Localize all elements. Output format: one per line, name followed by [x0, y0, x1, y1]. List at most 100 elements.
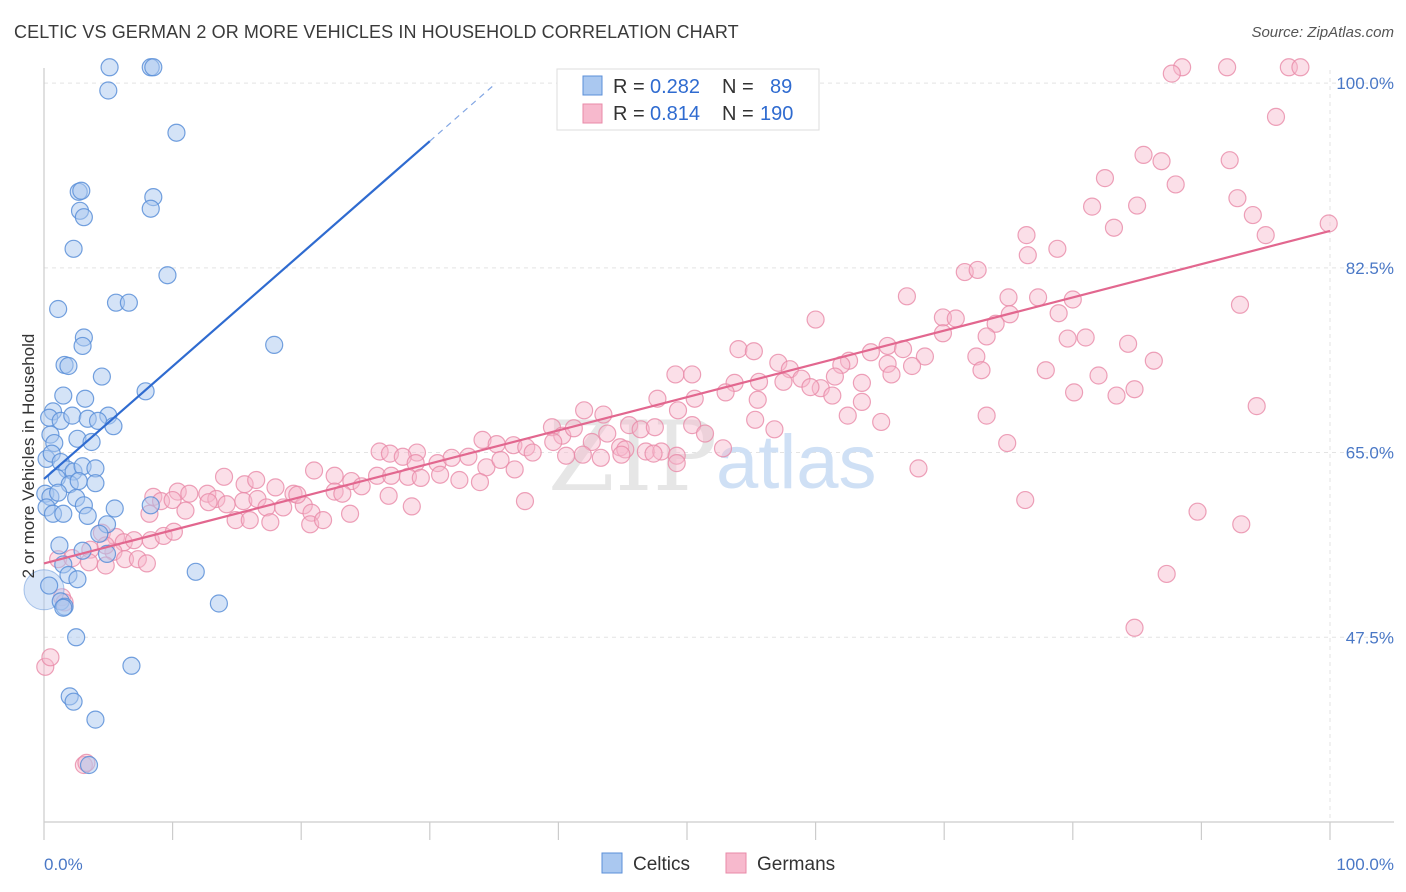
germans-point [340, 504, 360, 523]
germans-point [234, 492, 253, 511]
bottom-legend: Celtics Germans [601, 852, 835, 875]
germans-point [872, 412, 891, 432]
germans-point [998, 433, 1017, 453]
germans-point [909, 459, 928, 478]
germans-point [1107, 386, 1126, 405]
celtics-point [105, 499, 124, 518]
germans-point [379, 486, 398, 505]
celtics-point [68, 570, 87, 589]
germans-point [620, 416, 639, 435]
germans-point [325, 466, 344, 485]
germans-point [1256, 226, 1275, 245]
legend-germans-r-label: R = [613, 103, 645, 125]
celtics-point [86, 474, 105, 493]
celtics-point [64, 239, 83, 258]
germans-point [1319, 214, 1338, 233]
germans-point [645, 418, 664, 437]
germans-point [1049, 304, 1068, 323]
germans-point [823, 386, 842, 405]
germans-point [977, 406, 996, 425]
germans-point [214, 467, 234, 486]
celtics-point [49, 299, 68, 319]
germans-point [968, 260, 987, 280]
germans-point [667, 454, 686, 473]
celtics-point [72, 181, 91, 200]
germans-point [180, 484, 199, 503]
celtics-point [63, 406, 82, 425]
y-tick-labels: 47.5% 65.0% 82.5% 100.0% [1336, 74, 1394, 647]
germans-point [515, 492, 535, 511]
germans-point [631, 420, 650, 439]
germans-point [402, 497, 421, 516]
celtics-point [158, 266, 177, 285]
germans-point [668, 401, 688, 420]
germans-point [1125, 618, 1144, 637]
germans-point [266, 478, 285, 497]
celtics-point [64, 692, 83, 711]
germans-point [304, 461, 324, 480]
germans-point [1017, 226, 1036, 245]
germans-point [1058, 329, 1077, 348]
celtics-point [144, 58, 163, 77]
celtics-point [79, 755, 99, 775]
bottom-legend-celtics-swatch [601, 852, 623, 874]
celtics-point [97, 544, 117, 563]
germans-point [459, 447, 478, 466]
celtics-point [49, 483, 68, 502]
celtics-point [141, 496, 160, 515]
celtics-point [59, 356, 78, 376]
germans-point [1127, 196, 1147, 215]
celtics-point [119, 293, 138, 312]
germans-point [999, 288, 1018, 307]
germans-point [1243, 205, 1262, 225]
germans-point [878, 354, 897, 373]
watermark-atlas: atlas [716, 420, 877, 505]
germans-point [591, 448, 610, 467]
celtics-points [23, 58, 284, 775]
y-tick-label: 65.0% [1346, 444, 1394, 463]
germans-point [505, 460, 524, 479]
germans-point [544, 432, 563, 452]
germans-point [1232, 515, 1251, 534]
celtics-point [186, 562, 205, 581]
legend-germans-swatch [582, 103, 603, 124]
germans-point [1157, 564, 1176, 584]
germans-point [1095, 169, 1115, 188]
germans-point [852, 373, 871, 392]
germans-point [897, 287, 917, 306]
y-axis-label: 2 or more Vehicles in Household [19, 334, 38, 579]
celtics-point [90, 524, 109, 543]
germans-point [1266, 107, 1286, 126]
y-tick-label: 82.5% [1346, 259, 1394, 278]
germans-point [683, 416, 702, 435]
germans-point [1228, 189, 1247, 208]
chart-title: CELTIC VS GERMAN 2 OR MORE VEHICLES IN H… [14, 22, 739, 42]
celtics-point [99, 81, 118, 100]
germans-point [1125, 380, 1144, 399]
germans-point [1028, 288, 1048, 307]
legend-germans-n-label: N = [722, 103, 754, 125]
celtics-point [40, 576, 59, 595]
germans-point [450, 470, 469, 490]
germans-point [1018, 246, 1037, 265]
celtics-trend-extension [429, 84, 495, 142]
celtics-point [73, 336, 92, 356]
germans-point [1048, 239, 1067, 258]
germans-point [1220, 151, 1239, 170]
germans-point [115, 550, 135, 569]
legend-celtics-n: 89 [770, 76, 792, 98]
germans-point [1016, 490, 1035, 510]
germans-point [683, 365, 702, 384]
germans-point [523, 443, 542, 462]
germans-point [666, 365, 685, 384]
germans-point [612, 445, 631, 464]
germans-point [573, 445, 592, 464]
bottom-legend-celtics-label: Celtics [633, 854, 690, 875]
x-tick-labels: 0.0% 100.0% [44, 855, 1394, 874]
germans-point [729, 340, 748, 359]
germans-point [852, 392, 871, 411]
germans-point [430, 465, 450, 484]
germans-point [261, 513, 280, 532]
germans-point [411, 468, 430, 487]
